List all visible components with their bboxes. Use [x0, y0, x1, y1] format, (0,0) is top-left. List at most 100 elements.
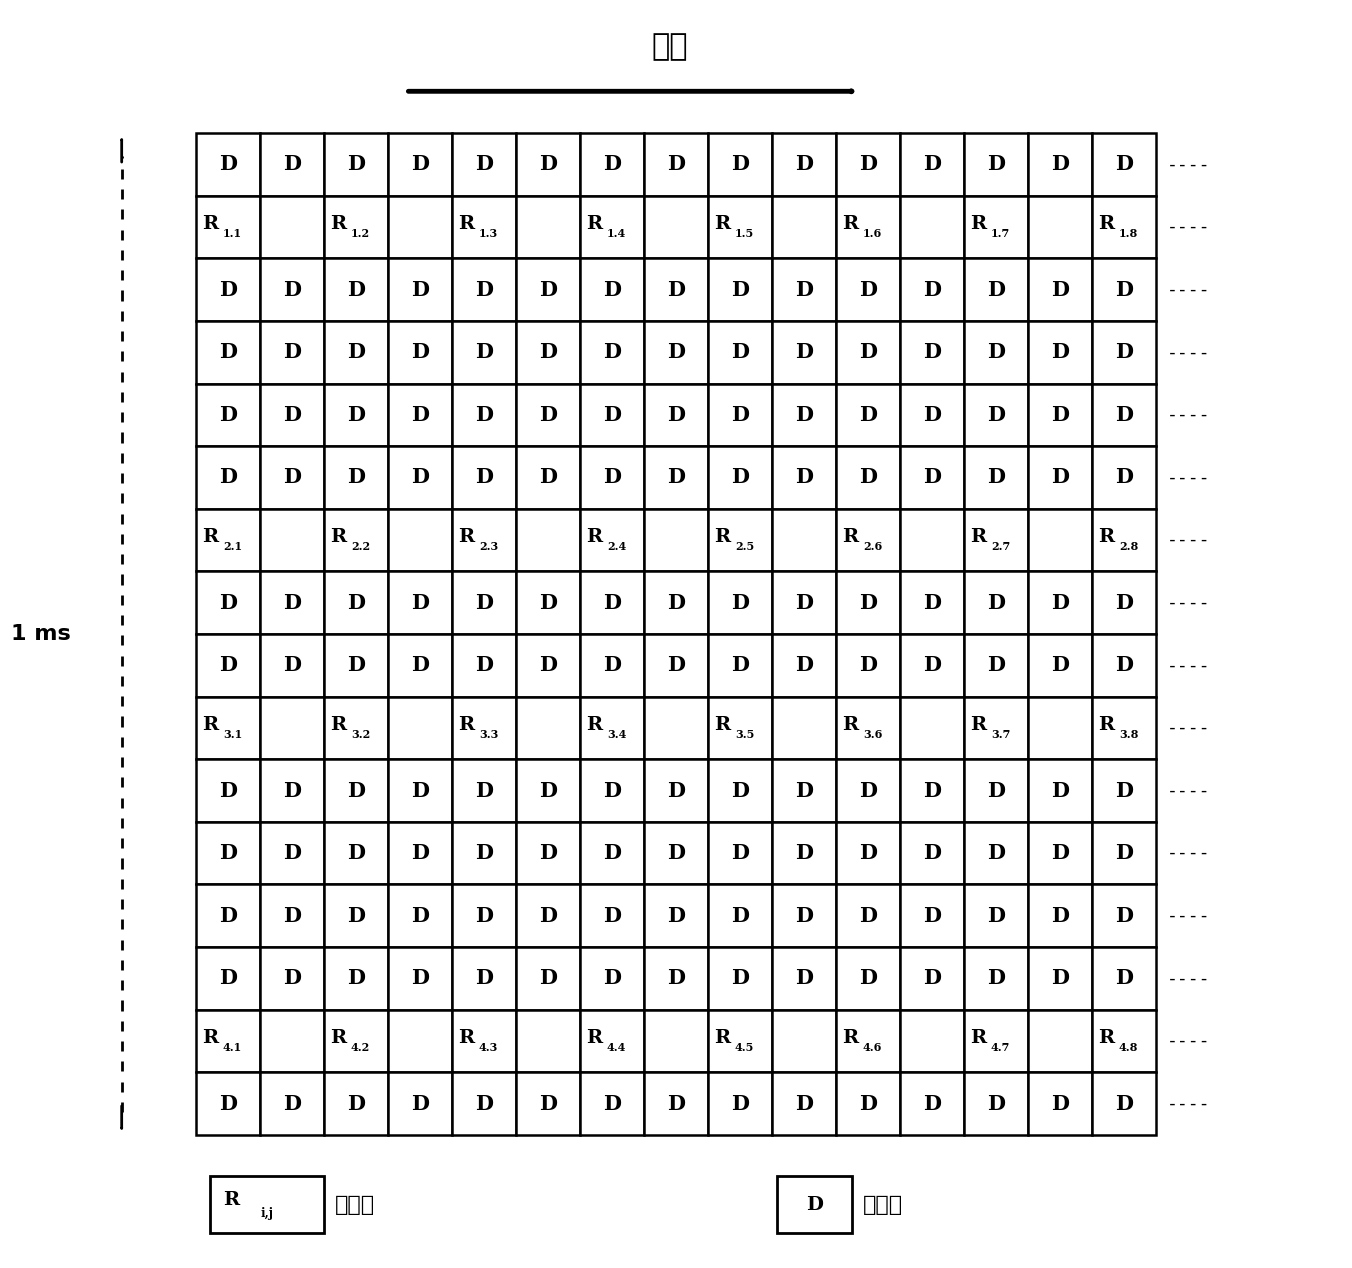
Text: D: D [219, 342, 237, 363]
Text: R: R [714, 1028, 730, 1047]
Bar [1092, 885, 1156, 947]
Bar [836, 760, 900, 822]
Text: D: D [411, 905, 429, 926]
Text: D: D [1115, 592, 1133, 612]
Bar [580, 885, 644, 947]
Text: 1.2: 1.2 [352, 228, 370, 238]
Text: D: D [283, 342, 301, 363]
Text: R: R [587, 527, 603, 547]
Text: D: D [731, 155, 749, 175]
Text: D: D [1115, 468, 1133, 487]
Bar [260, 760, 324, 822]
Text: D: D [539, 843, 557, 864]
Text: D: D [219, 468, 237, 487]
Bar [324, 760, 388, 822]
Text: D: D [987, 905, 1005, 926]
Text: ----: ---- [1167, 406, 1210, 424]
Bar [388, 1009, 452, 1073]
Text: D: D [923, 905, 941, 926]
Text: D: D [347, 468, 365, 487]
Bar [196, 760, 260, 822]
Text: R: R [714, 214, 730, 233]
Text: D: D [603, 404, 621, 425]
Text: D: D [987, 1093, 1005, 1113]
Text: ----: ---- [1167, 969, 1210, 988]
Bar [580, 133, 644, 195]
Text: D: D [667, 656, 685, 676]
Bar [708, 195, 772, 259]
Bar [580, 1009, 644, 1073]
Bar [452, 321, 516, 383]
Text: D: D [859, 843, 877, 864]
Bar [1092, 383, 1156, 446]
Text: D: D [219, 280, 237, 299]
Text: D: D [539, 592, 557, 612]
Bar [452, 885, 516, 947]
Text: ----: ---- [1167, 280, 1210, 299]
Bar [260, 947, 324, 1009]
Bar [388, 634, 452, 696]
Text: R: R [842, 527, 859, 547]
Bar [1092, 446, 1156, 508]
Text: 1.8: 1.8 [1119, 228, 1138, 238]
Text: D: D [411, 843, 429, 864]
Bar [900, 634, 964, 696]
Text: R: R [458, 214, 475, 233]
Text: 2.8: 2.8 [1119, 541, 1138, 552]
Text: D: D [475, 592, 493, 612]
Bar [1092, 947, 1156, 1009]
Text: R: R [223, 1191, 239, 1208]
Text: R: R [203, 1028, 219, 1047]
Bar [777, 1177, 852, 1232]
Bar [644, 446, 708, 508]
Bar [260, 572, 324, 634]
Text: ----: ---- [1167, 531, 1210, 549]
Bar [388, 572, 452, 634]
Bar [964, 195, 1028, 259]
Bar [772, 572, 836, 634]
Text: D: D [1115, 656, 1133, 676]
Bar [260, 634, 324, 696]
Bar [260, 259, 324, 321]
Bar [196, 1009, 260, 1073]
Text: D: D [475, 342, 493, 363]
Text: D: D [1051, 1093, 1069, 1113]
Bar [708, 634, 772, 696]
Text: D: D [411, 781, 429, 800]
Bar [900, 259, 964, 321]
Bar [836, 383, 900, 446]
Text: ：导频: ：导频 [335, 1194, 376, 1215]
Bar [580, 383, 644, 446]
Bar [452, 696, 516, 760]
Bar [644, 259, 708, 321]
Text: D: D [603, 280, 621, 299]
Text: D: D [667, 404, 685, 425]
Bar [324, 195, 388, 259]
Text: D: D [667, 468, 685, 487]
Text: 3.4: 3.4 [607, 729, 626, 739]
Text: D: D [1115, 342, 1133, 363]
Text: D: D [859, 592, 877, 612]
Bar [580, 259, 644, 321]
Bar [964, 133, 1028, 195]
Bar [644, 760, 708, 822]
Bar [772, 446, 836, 508]
Text: D: D [539, 1093, 557, 1113]
Bar [1028, 446, 1092, 508]
Bar [516, 885, 580, 947]
Bar [196, 696, 260, 760]
Text: D: D [923, 280, 941, 299]
Text: D: D [475, 905, 493, 926]
Bar [1028, 760, 1092, 822]
Bar [964, 446, 1028, 508]
Bar [1028, 259, 1092, 321]
Bar [836, 195, 900, 259]
Bar [836, 133, 900, 195]
Bar [1028, 822, 1092, 885]
Bar [708, 446, 772, 508]
Bar [516, 1009, 580, 1073]
Text: D: D [411, 404, 429, 425]
Bar [452, 383, 516, 446]
Text: ：数据: ：数据 [863, 1194, 903, 1215]
Bar [964, 822, 1028, 885]
